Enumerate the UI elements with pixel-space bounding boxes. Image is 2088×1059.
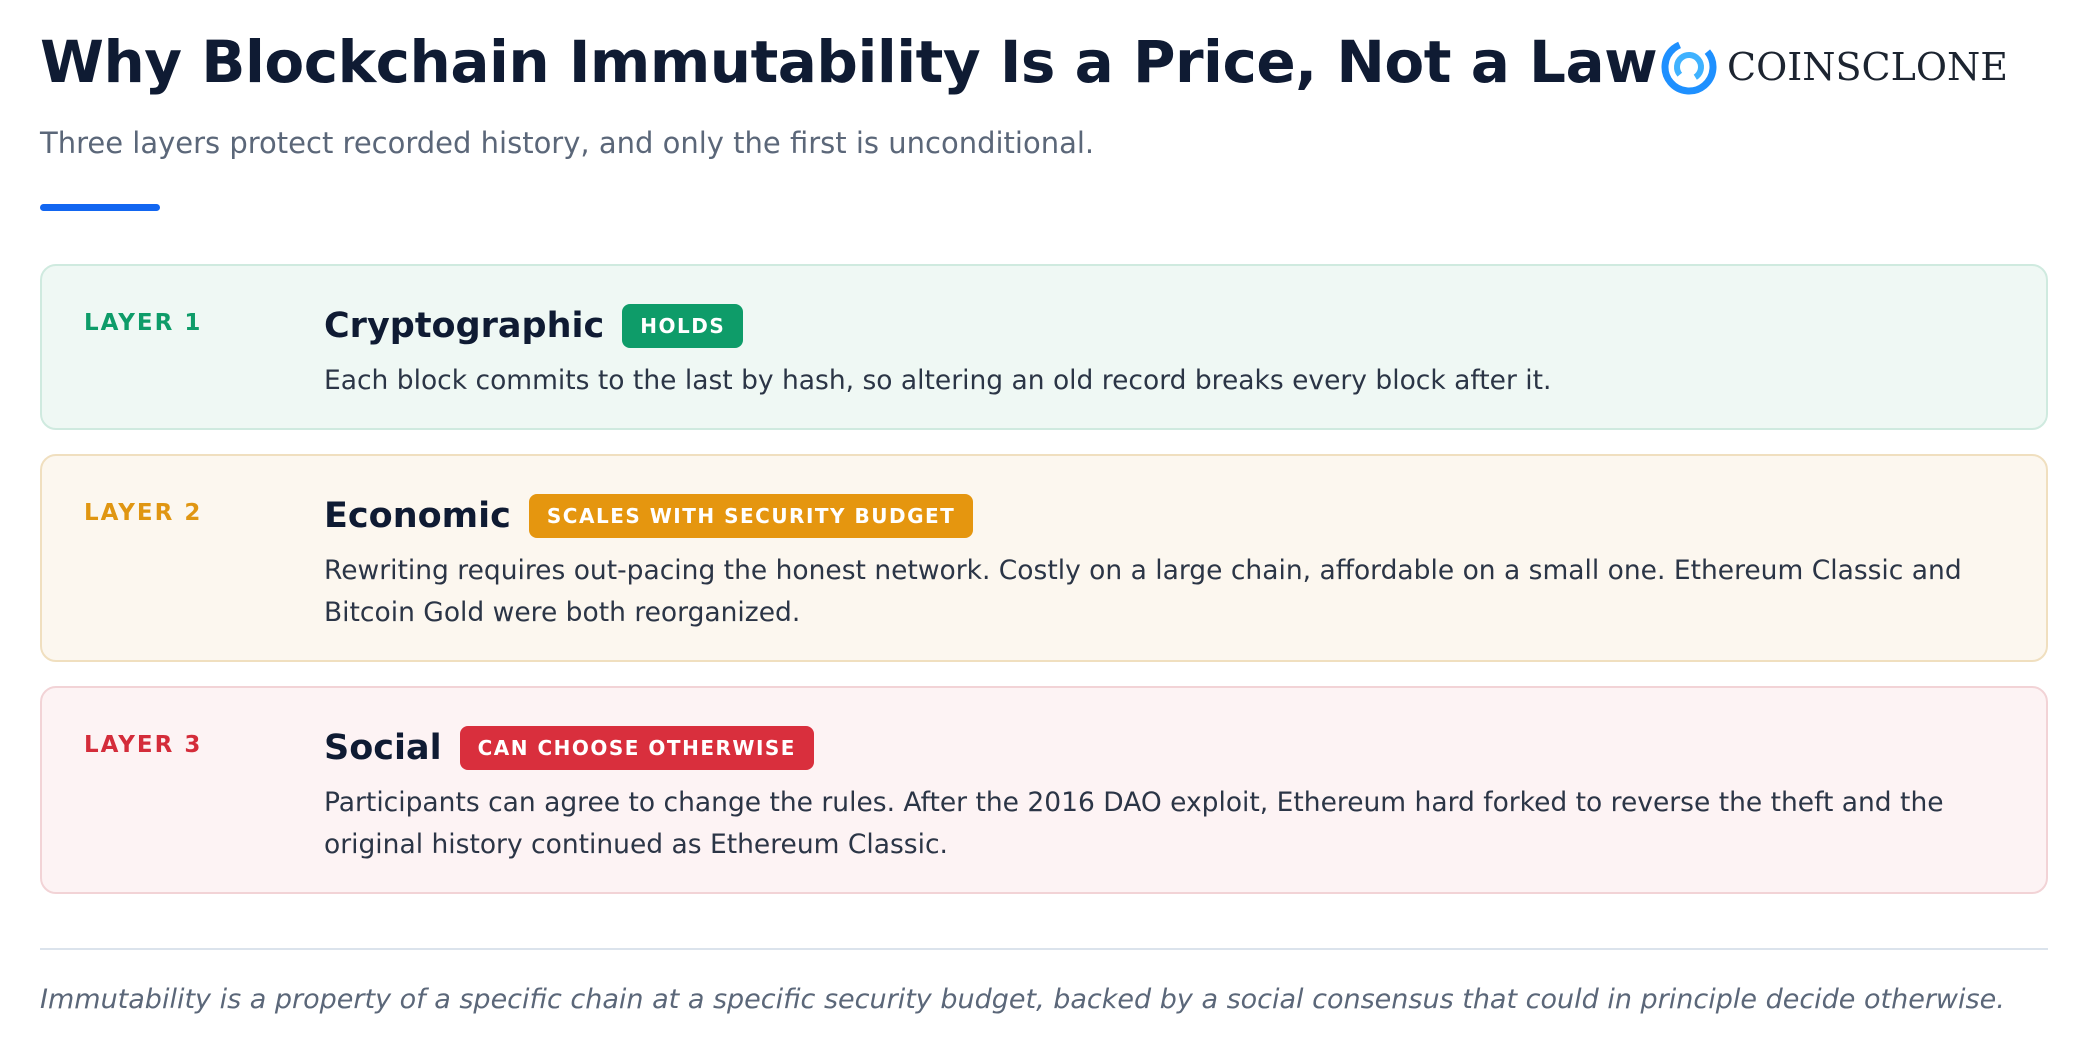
layer-description: Each block commits to the last by hash, … [324, 365, 1552, 396]
page-subtitle: Three layers protect recorded history, a… [40, 126, 1095, 160]
layer-description: Rewriting requires out-pacing the honest… [324, 555, 1962, 628]
header: Why Blockchain Immutability Is a Price, … [40, 0, 2048, 250]
layer-content: Cryptographic HOLDS Each block commits t… [324, 302, 2006, 402]
layer-title: Cryptographic [324, 306, 605, 346]
layer-cards: LAYER 1 Cryptographic HOLDS Each block c… [40, 264, 2048, 918]
status-badge: CAN CHOOSE OTHERWISE [459, 726, 814, 770]
layer-label: LAYER 1 [84, 310, 203, 336]
layer-title: Social [324, 728, 442, 768]
page-title: Why Blockchain Immutability Is a Price, … [40, 28, 1658, 96]
layer-card-cryptographic: LAYER 1 Cryptographic HOLDS Each block c… [40, 264, 2048, 430]
layer-heading-row: Cryptographic HOLDS [324, 302, 2006, 350]
footer-divider [40, 948, 2048, 950]
coinsclone-logo: COINSCLONE [1661, 38, 2008, 96]
layer-card-economic: LAYER 2 Economic SCALES WITH SECURITY BU… [40, 454, 2048, 662]
layer-content: Social CAN CHOOSE OTHERWISE Participants… [324, 724, 2006, 866]
logo-text: COINSCLONE [1727, 45, 2008, 89]
layer-label: LAYER 3 [84, 732, 203, 758]
layer-content: Economic SCALES WITH SECURITY BUDGET Rew… [324, 492, 2006, 634]
footer-note: Immutability is a property of a specific… [40, 984, 2005, 1015]
status-badge: SCALES WITH SECURITY BUDGET [528, 494, 974, 538]
layer-card-social: LAYER 3 Social CAN CHOOSE OTHERWISE Part… [40, 686, 2048, 894]
accent-bar [40, 204, 160, 211]
status-badge: HOLDS [622, 304, 744, 348]
layer-heading-row: Economic SCALES WITH SECURITY BUDGET [324, 492, 2006, 540]
layer-title: Economic [324, 496, 511, 536]
layer-description: Participants can agree to change the rul… [324, 787, 1944, 860]
coinsclone-ring-icon [1661, 39, 1717, 95]
layer-label: LAYER 2 [84, 500, 203, 526]
layer-heading-row: Social CAN CHOOSE OTHERWISE [324, 724, 2006, 772]
